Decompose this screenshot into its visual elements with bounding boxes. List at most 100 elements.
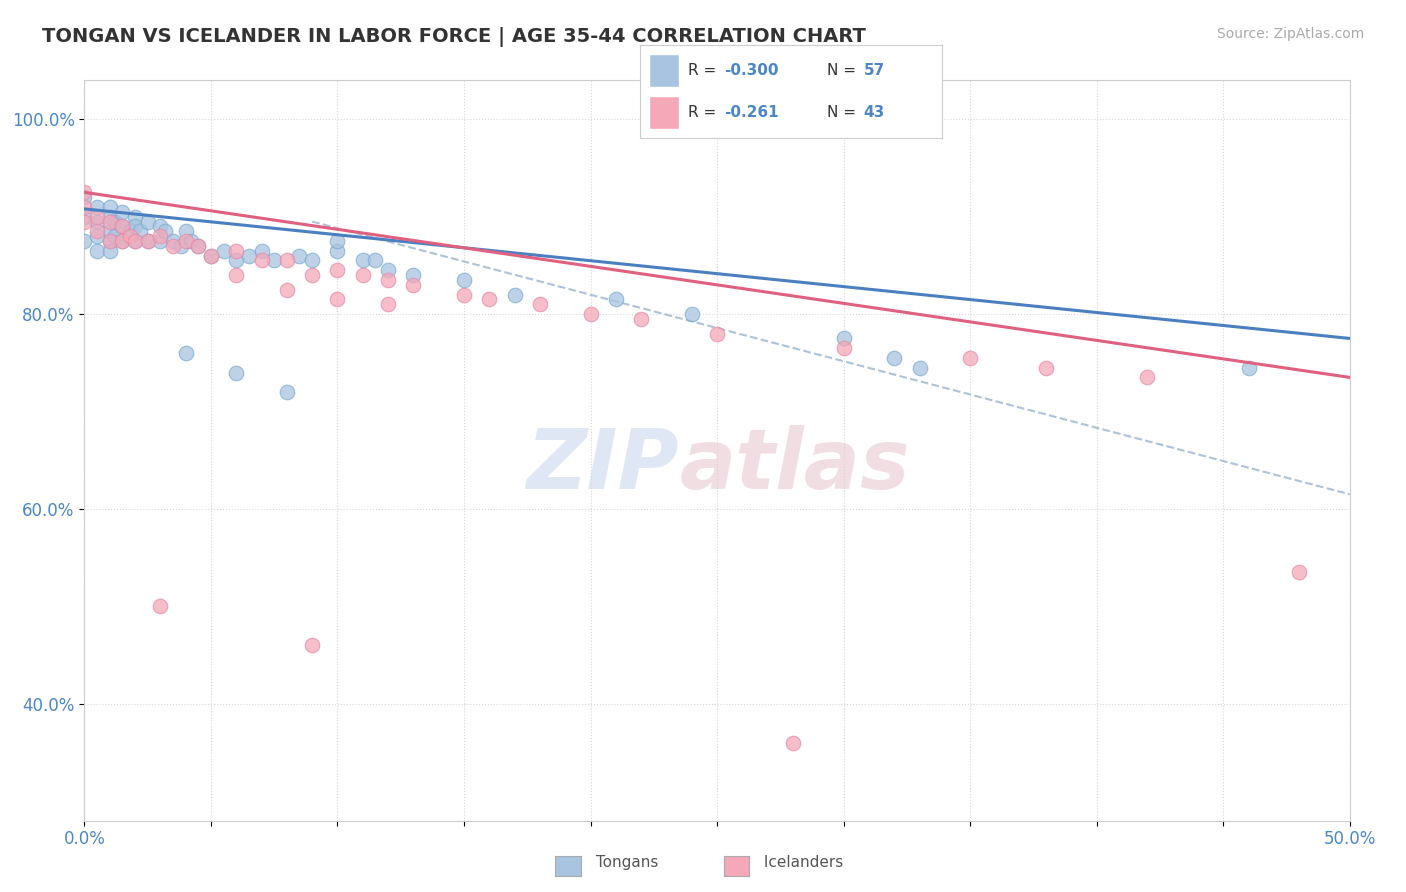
Point [98,224,121,238]
Point [98,234,121,248]
Point [73,190,96,204]
Bar [648,54,679,87]
Text: N =: N = [827,105,860,120]
Point [225,244,247,258]
Point [111,234,134,248]
Point [111,234,134,248]
Text: R =: R = [688,62,721,78]
Point [174,234,197,248]
Text: Tongans: Tongans [591,855,658,870]
Point [263,253,285,268]
Point [225,366,247,380]
Point [124,210,146,224]
Point [118,229,141,244]
Point [124,219,146,234]
Point [136,234,159,248]
Point [402,268,425,282]
Point [169,239,191,253]
Point [630,312,652,326]
Point [326,293,349,307]
Point [98,210,121,224]
Point [136,214,159,228]
Point [453,287,475,301]
Point [908,360,931,375]
Point [402,277,425,292]
Point [104,229,127,244]
Point [288,249,311,263]
Point [86,200,108,214]
Text: N =: N = [827,62,860,78]
Point [86,214,108,228]
Text: atlas: atlas [679,425,910,506]
Point [782,736,804,750]
Point [162,239,184,253]
Point [453,273,475,287]
Text: -0.261: -0.261 [724,105,779,120]
Point [174,224,197,238]
Point [86,224,108,238]
Point [959,351,981,365]
Point [111,219,134,234]
Bar [648,96,679,129]
Point [98,214,121,228]
Point [149,234,172,248]
Point [86,229,108,244]
Point [326,263,349,277]
Point [212,244,235,258]
Point [149,229,172,244]
Text: Source: ZipAtlas.com: Source: ZipAtlas.com [1216,27,1364,41]
Point [326,234,349,248]
Point [225,268,247,282]
Point [73,186,96,200]
Point [187,239,209,253]
Point [238,249,260,263]
Point [1288,566,1310,580]
Point [86,210,108,224]
Point [503,287,526,301]
Point [149,219,172,234]
Point [883,351,905,365]
Point [276,384,298,399]
Point [301,638,323,652]
Text: -0.300: -0.300 [724,62,779,78]
Point [155,224,177,238]
Point [225,253,247,268]
Point [98,200,121,214]
Point [377,297,399,311]
Point [180,234,202,248]
Point [149,599,172,614]
Point [200,249,222,263]
Point [111,219,134,234]
Point [377,263,399,277]
Point [605,293,627,307]
Point [301,253,323,268]
Point [276,253,298,268]
Point [681,307,703,321]
Point [104,214,127,228]
Point [832,341,855,355]
Point [1237,360,1260,375]
Point [73,234,96,248]
Point [1035,360,1057,375]
Point [301,268,323,282]
Point [124,234,146,248]
Point [187,239,209,253]
Text: ZIP: ZIP [526,425,679,506]
Point [250,244,273,258]
Point [706,326,728,341]
Point [326,244,349,258]
Text: R =: R = [688,105,721,120]
Point [1136,370,1159,384]
Point [174,346,197,360]
Point [73,214,96,228]
Text: Icelanders: Icelanders [759,855,844,870]
Point [250,253,273,268]
Text: 57: 57 [863,62,884,78]
Point [200,249,222,263]
Point [364,253,387,268]
Point [73,200,96,214]
Point [86,244,108,258]
Point [98,234,121,248]
Point [579,307,602,321]
Point [118,224,141,238]
